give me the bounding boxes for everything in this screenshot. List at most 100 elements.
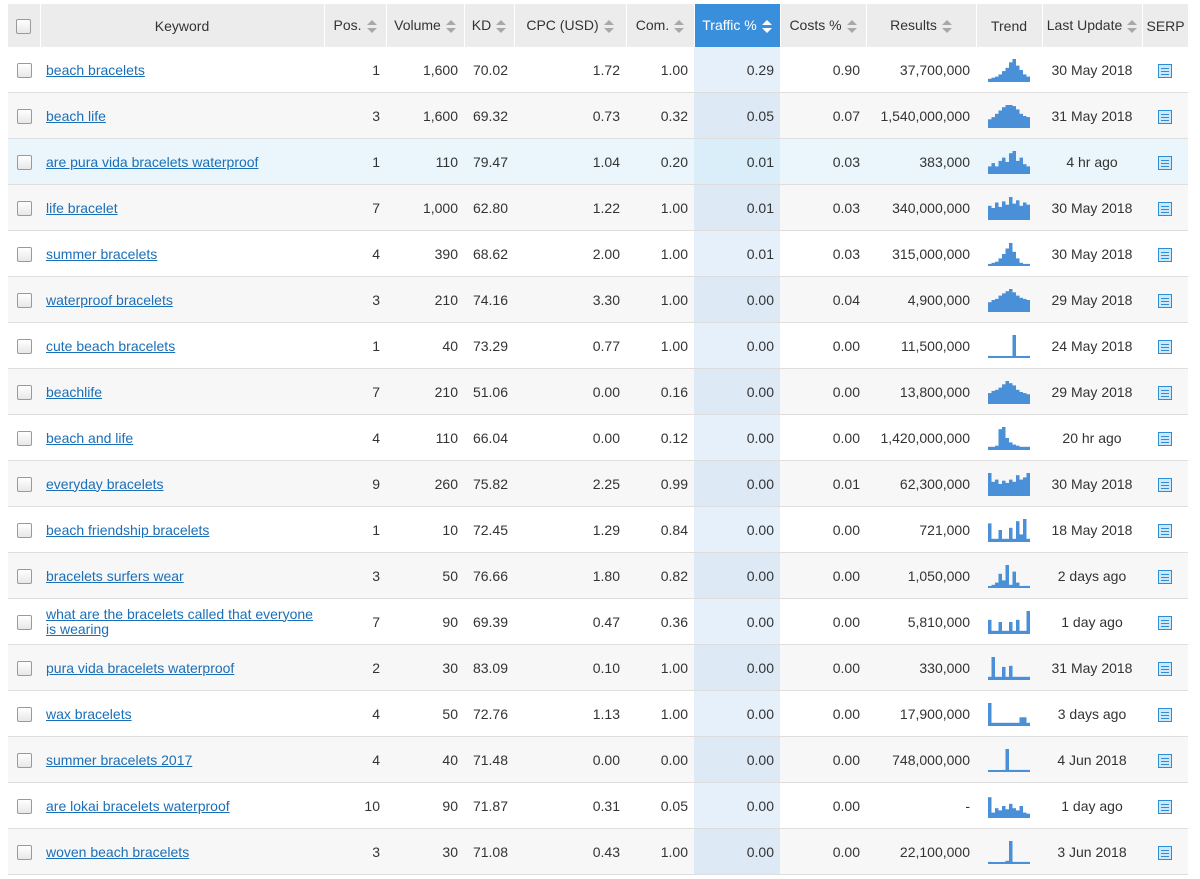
serp-icon[interactable] <box>1158 477 1172 492</box>
row-select-cell[interactable] <box>8 506 40 553</box>
row-select-cell[interactable] <box>8 644 40 691</box>
keyword-link[interactable]: beach and life <box>46 429 134 446</box>
row-checkbox[interactable] <box>16 798 32 814</box>
header-kd[interactable]: KD <box>464 4 515 47</box>
row-select-cell[interactable] <box>8 230 40 277</box>
serp-cell[interactable] <box>1142 322 1188 369</box>
serp-icon[interactable] <box>1158 339 1172 354</box>
serp-cell[interactable] <box>1142 460 1188 507</box>
row-checkbox[interactable] <box>16 706 32 722</box>
row-checkbox[interactable] <box>16 844 32 860</box>
keyword-link[interactable]: summer bracelets 2017 <box>46 751 193 768</box>
header-cpc[interactable]: CPC (USD) <box>514 4 627 47</box>
row-checkbox[interactable] <box>16 108 32 124</box>
keyword-link[interactable]: everyday bracelets <box>46 475 164 492</box>
row-select-cell[interactable] <box>8 736 40 783</box>
row-checkbox[interactable] <box>16 430 32 446</box>
keyword-link[interactable]: bracelets surfers wear <box>46 567 184 584</box>
keyword-link[interactable]: wax bracelets <box>46 705 132 722</box>
row-checkbox[interactable] <box>16 246 32 262</box>
serp-icon[interactable] <box>1158 155 1172 170</box>
sort-icon[interactable] <box>496 19 507 34</box>
row-select-cell[interactable] <box>8 552 40 599</box>
keyword-link[interactable]: beach bracelets <box>46 61 145 78</box>
sort-icon[interactable] <box>366 19 377 34</box>
row-checkbox[interactable] <box>16 614 32 630</box>
row-checkbox[interactable] <box>16 568 32 584</box>
header-pos[interactable]: Pos. <box>324 4 387 47</box>
serp-cell[interactable] <box>1142 47 1188 93</box>
serp-cell[interactable] <box>1142 598 1188 645</box>
row-select-cell[interactable] <box>8 598 40 645</box>
sort-icon[interactable] <box>941 19 952 34</box>
serp-icon[interactable] <box>1158 431 1172 446</box>
serp-icon[interactable] <box>1158 845 1172 860</box>
serp-cell[interactable] <box>1142 276 1188 323</box>
serp-cell[interactable] <box>1142 138 1188 185</box>
serp-icon[interactable] <box>1158 109 1172 124</box>
row-select-cell[interactable] <box>8 828 40 875</box>
keyword-link[interactable]: summer bracelets <box>46 245 158 262</box>
serp-cell[interactable] <box>1142 828 1188 875</box>
row-checkbox[interactable] <box>16 752 32 768</box>
row-select-cell[interactable] <box>8 138 40 185</box>
serp-icon[interactable] <box>1158 247 1172 262</box>
header-costs[interactable]: Costs % <box>780 4 867 47</box>
serp-icon[interactable] <box>1158 707 1172 722</box>
keyword-link[interactable]: beachlife <box>46 383 103 400</box>
serp-cell[interactable] <box>1142 368 1188 415</box>
header-results[interactable]: Results <box>866 4 977 47</box>
row-select-cell[interactable] <box>8 276 40 323</box>
header-com[interactable]: Com. <box>626 4 695 47</box>
row-select-cell[interactable] <box>8 782 40 829</box>
select-all-header[interactable] <box>8 4 41 47</box>
serp-icon[interactable] <box>1158 753 1172 768</box>
serp-cell[interactable] <box>1142 506 1188 553</box>
select-all-checkbox[interactable] <box>16 18 32 34</box>
serp-icon[interactable] <box>1158 293 1172 308</box>
keyword-link[interactable]: what are the bracelets called that every… <box>46 605 313 637</box>
row-select-cell[interactable] <box>8 460 40 507</box>
row-checkbox[interactable] <box>16 384 32 400</box>
serp-cell[interactable] <box>1142 184 1188 231</box>
serp-icon[interactable] <box>1158 569 1172 584</box>
row-select-cell[interactable] <box>8 690 40 737</box>
serp-icon[interactable] <box>1158 523 1172 538</box>
sort-icon[interactable] <box>846 19 857 34</box>
sort-icon[interactable] <box>445 19 456 34</box>
serp-icon[interactable] <box>1158 799 1172 814</box>
row-checkbox[interactable] <box>16 522 32 538</box>
serp-cell[interactable] <box>1142 552 1188 599</box>
row-checkbox[interactable] <box>16 154 32 170</box>
serp-cell[interactable] <box>1142 690 1188 737</box>
row-select-cell[interactable] <box>8 92 40 139</box>
row-checkbox[interactable] <box>16 200 32 216</box>
row-select-cell[interactable] <box>8 47 40 93</box>
serp-icon[interactable] <box>1158 661 1172 676</box>
serp-icon[interactable] <box>1158 201 1172 216</box>
row-checkbox[interactable] <box>16 62 32 78</box>
serp-cell[interactable] <box>1142 230 1188 277</box>
keyword-link[interactable]: waterproof bracelets <box>46 291 173 308</box>
row-select-cell[interactable] <box>8 184 40 231</box>
row-checkbox[interactable] <box>16 476 32 492</box>
sort-icon[interactable] <box>603 19 614 34</box>
serp-cell[interactable] <box>1142 92 1188 139</box>
row-checkbox[interactable] <box>16 338 32 354</box>
sort-icon[interactable] <box>761 19 772 34</box>
serp-cell[interactable] <box>1142 414 1188 461</box>
row-select-cell[interactable] <box>8 322 40 369</box>
serp-icon[interactable] <box>1158 615 1172 630</box>
sort-icon[interactable] <box>1127 19 1138 34</box>
keyword-link[interactable]: are pura vida bracelets waterproof <box>46 153 259 170</box>
serp-cell[interactable] <box>1142 736 1188 783</box>
keyword-link[interactable]: pura vida bracelets waterproof <box>46 659 235 676</box>
keyword-link[interactable]: beach friendship bracelets <box>46 521 210 538</box>
header-volume[interactable]: Volume <box>386 4 465 47</box>
keyword-link[interactable]: life bracelet <box>46 199 118 216</box>
serp-icon[interactable] <box>1158 63 1172 78</box>
serp-icon[interactable] <box>1158 385 1172 400</box>
header-last-update[interactable]: Last Update <box>1042 4 1143 47</box>
row-checkbox[interactable] <box>16 292 32 308</box>
row-select-cell[interactable] <box>8 414 40 461</box>
